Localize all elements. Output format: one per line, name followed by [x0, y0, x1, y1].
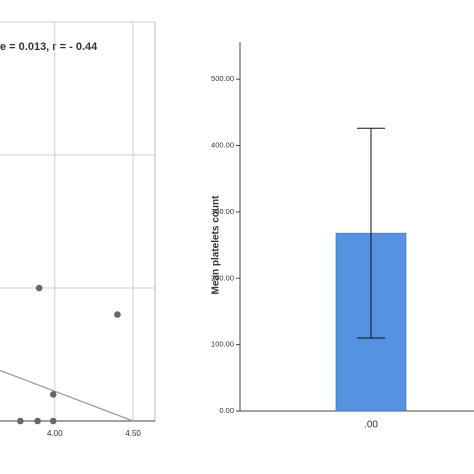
- y-tick-label: 300.00: [211, 207, 234, 216]
- point: [49, 417, 57, 425]
- x-tick-label: 4.00: [47, 429, 63, 438]
- point: [34, 417, 41, 425]
- annotation: e = 0.013, r = - 0.44: [0, 41, 98, 53]
- point: [114, 311, 121, 318]
- point: [17, 417, 24, 425]
- point: [49, 391, 57, 398]
- y-tick-label: 0.00: [219, 406, 234, 415]
- point: [35, 284, 43, 292]
- x-tick-label: .00: [364, 420, 378, 431]
- y-tick-label: 100.00: [211, 340, 234, 349]
- y-tick-label: 400.00: [211, 141, 234, 150]
- x-tick-label: 4.50: [125, 429, 141, 438]
- y-tick-label: 200.00: [211, 273, 234, 282]
- fit-line: [0, 369, 134, 422]
- y-axis-label: Mean platelets count: [211, 195, 222, 295]
- error-bar: [357, 127, 385, 339]
- y-tick-label: 500.00: [211, 74, 234, 83]
